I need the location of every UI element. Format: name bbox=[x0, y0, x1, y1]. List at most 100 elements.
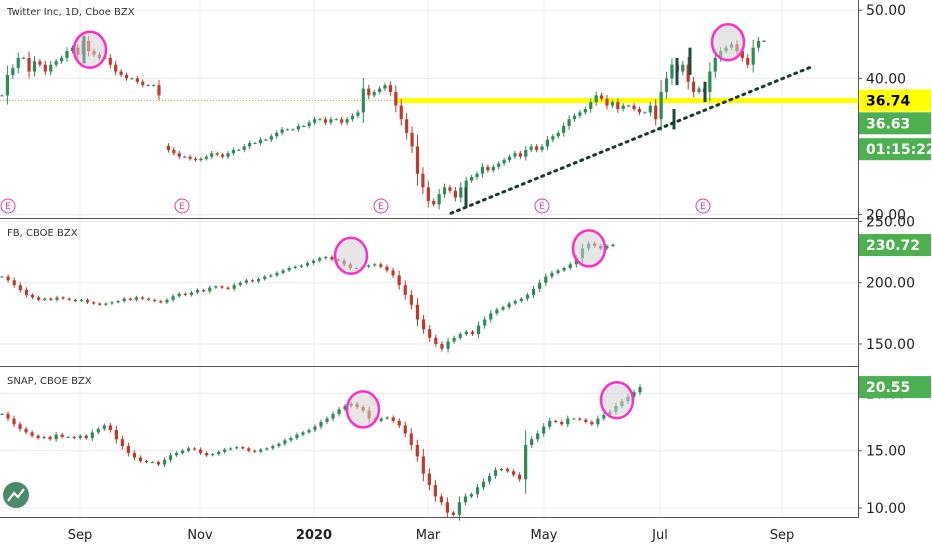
candle-body bbox=[199, 450, 202, 453]
candle-body bbox=[85, 436, 88, 438]
candle-body bbox=[109, 425, 112, 430]
candle-body bbox=[253, 143, 256, 144]
candle-body bbox=[263, 277, 266, 279]
snap-pane[interactable]: SNAP, CBOE BZX bbox=[0, 376, 641, 521]
candle-body bbox=[318, 258, 321, 260]
highlight-circle[interactable] bbox=[712, 24, 744, 60]
candle-body bbox=[542, 427, 545, 434]
candle-body bbox=[373, 264, 376, 265]
candle-body bbox=[116, 301, 119, 302]
candle-body bbox=[157, 462, 160, 464]
candle-body bbox=[210, 153, 213, 156]
candle-body bbox=[91, 432, 94, 438]
candle-body bbox=[43, 299, 46, 300]
candle-body bbox=[270, 136, 273, 139]
candle-body bbox=[214, 286, 217, 287]
candle-body bbox=[554, 421, 557, 422]
candle-body bbox=[281, 270, 284, 272]
earnings-marker-label: E bbox=[5, 202, 11, 212]
highlight-circle[interactable] bbox=[335, 238, 367, 274]
price-tag-label: 36.74 bbox=[866, 94, 911, 110]
price-tick-label: 10.00 bbox=[866, 501, 906, 517]
candle-body bbox=[501, 307, 504, 309]
candle-body bbox=[289, 438, 292, 440]
candle-body bbox=[216, 153, 219, 154]
candle-body bbox=[573, 116, 576, 119]
candle-body bbox=[538, 283, 541, 289]
candle-body bbox=[269, 275, 272, 276]
yellow-horizontal-line[interactable] bbox=[395, 98, 858, 103]
candle-body bbox=[446, 342, 449, 349]
candle-body bbox=[392, 417, 395, 420]
fb-pane[interactable]: FB, CBOE BZX bbox=[0, 228, 614, 352]
candle-body bbox=[692, 82, 695, 92]
price-tag-label: 20.55 bbox=[866, 380, 910, 396]
candle-body bbox=[459, 334, 462, 338]
candle-body bbox=[495, 310, 498, 314]
price-tag-label: 01:15:22 bbox=[866, 142, 932, 158]
candle-body bbox=[331, 414, 334, 419]
candle-body bbox=[665, 78, 668, 92]
candle-body bbox=[416, 305, 419, 320]
candle-body bbox=[308, 123, 311, 126]
candle-body bbox=[446, 502, 449, 512]
candle-body bbox=[300, 266, 303, 267]
price-tick-label: 250.00 bbox=[866, 214, 915, 230]
candle-body bbox=[746, 58, 749, 65]
candle-body bbox=[427, 187, 430, 201]
candle-body bbox=[33, 61, 36, 71]
candle-body bbox=[25, 290, 28, 295]
candle-body bbox=[55, 297, 58, 299]
candle-body bbox=[405, 119, 408, 133]
candle-body bbox=[428, 474, 431, 485]
candle-body bbox=[434, 485, 437, 496]
candle-body bbox=[239, 283, 242, 285]
highlight-circle[interactable] bbox=[74, 32, 106, 68]
highlight-circle[interactable] bbox=[347, 391, 379, 427]
candle-body bbox=[578, 419, 581, 420]
price-axis[interactable]: 50.00 40.00 20.00 36.74 36.63 01:15:22 250.00 2… bbox=[858, 0, 932, 550]
candle-body bbox=[464, 497, 467, 503]
candle-body bbox=[762, 41, 765, 42]
candle-body bbox=[584, 109, 587, 112]
candle-body bbox=[208, 288, 211, 292]
candle-body bbox=[465, 332, 468, 334]
time-axis[interactable]: Sep Nov 2020 Mar May Jul Sep bbox=[0, 518, 858, 544]
candle-body bbox=[654, 106, 657, 120]
highlight-circle[interactable] bbox=[573, 230, 605, 266]
candle-body bbox=[167, 146, 170, 150]
price-tag-label: 230.72 bbox=[866, 238, 920, 254]
highlight-circle[interactable] bbox=[601, 382, 633, 418]
grid-lines bbox=[0, 0, 858, 517]
tradingview-logo[interactable] bbox=[3, 482, 29, 508]
twitter-pane[interactable]: Twitter Inc, 1D, Cboe BZX E E E E E bbox=[0, 7, 858, 213]
candle-body bbox=[616, 102, 619, 109]
candle-body bbox=[232, 150, 235, 153]
candle-body bbox=[13, 280, 16, 285]
candle-body bbox=[98, 304, 101, 305]
candle-body bbox=[503, 160, 506, 163]
earnings-marker-label: E bbox=[378, 202, 384, 212]
candle-body bbox=[295, 435, 298, 438]
candle-body bbox=[307, 430, 310, 432]
candle-body bbox=[49, 437, 52, 439]
candle-body bbox=[708, 72, 711, 92]
candle-body bbox=[551, 136, 554, 139]
candle-body bbox=[318, 119, 321, 120]
candle-body bbox=[605, 99, 608, 106]
candle-body bbox=[220, 286, 223, 287]
candle-body bbox=[481, 167, 484, 174]
candle-body bbox=[611, 102, 614, 105]
time-tick-label: May bbox=[531, 528, 558, 543]
candle-body bbox=[104, 304, 107, 305]
candle-body bbox=[205, 453, 208, 455]
candle-body bbox=[171, 296, 174, 300]
candle-body bbox=[120, 72, 123, 75]
candle-body bbox=[259, 140, 262, 143]
candle-body bbox=[330, 257, 333, 259]
candle-body bbox=[589, 102, 592, 109]
candle-body bbox=[596, 419, 599, 425]
candle-body bbox=[471, 332, 474, 334]
dotted-trendline[interactable] bbox=[451, 67, 810, 213]
candle-body bbox=[235, 447, 238, 448]
